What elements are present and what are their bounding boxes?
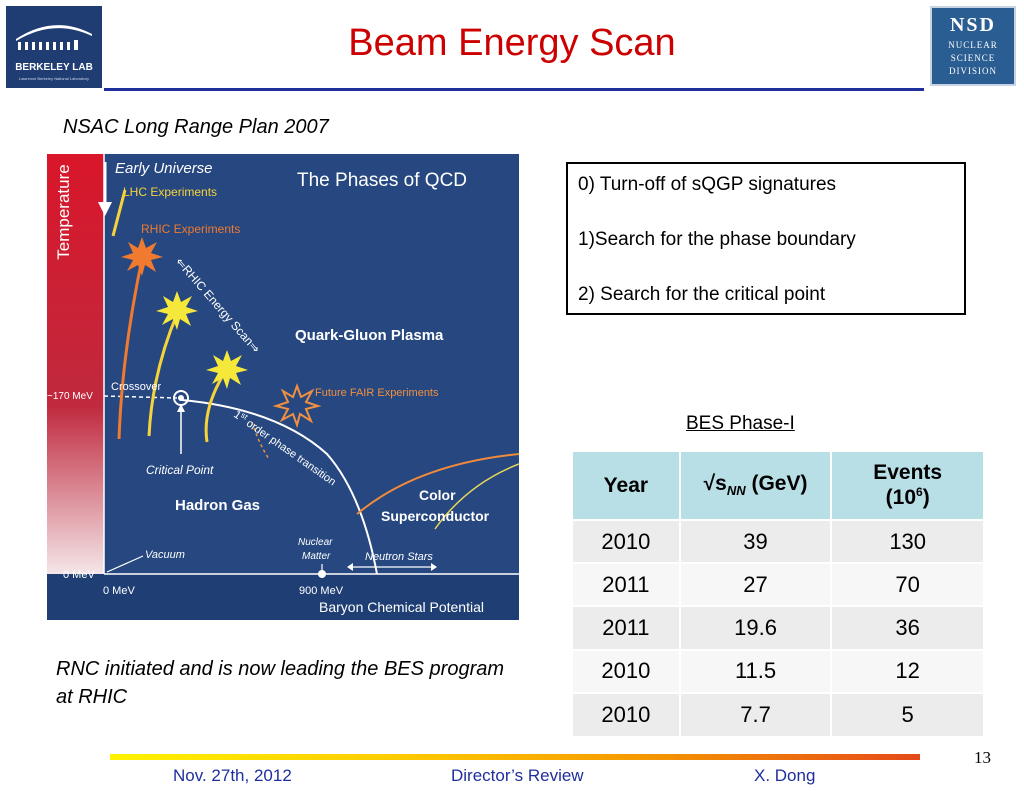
label-vacuum: Vacuum bbox=[145, 549, 185, 561]
cell-year: 2010 bbox=[573, 648, 681, 693]
critical-point-dot bbox=[178, 395, 184, 401]
nsd-logo: NSD NUCLEAR SCIENCE DIVISION bbox=[930, 6, 1016, 86]
label-hadron-gas: Hadron Gas bbox=[175, 497, 260, 514]
phase-boundary-line bbox=[181, 399, 378, 575]
cell-events: 5 bbox=[831, 691, 985, 736]
berkeley-lab-logo: BERKELEY LAB Lawrence Berkeley National … bbox=[6, 6, 102, 88]
title-rule bbox=[104, 88, 924, 91]
rhic-starburst-icon bbox=[121, 237, 163, 276]
label-900mev: 900 MeV bbox=[299, 585, 344, 597]
label-170mev: ~170 MeV bbox=[47, 391, 93, 402]
scan-arrow-1 bbox=[147, 313, 179, 437]
label-fair: Future FAIR Experiments bbox=[315, 387, 439, 399]
scan-starburst-icon-2 bbox=[206, 350, 248, 389]
vacuum-pointer bbox=[106, 555, 144, 573]
cell-year: 2010 bbox=[573, 518, 681, 564]
table-row: 2011 19.6 36 bbox=[573, 605, 985, 650]
scan-starburst-icon-1 bbox=[156, 291, 198, 330]
label-lhc: LHC Experiments bbox=[123, 185, 217, 199]
x-axis-label: Baryon Chemical Potential bbox=[319, 599, 484, 615]
goals-box: 0) Turn-off of sQGP signatures 1)Search … bbox=[566, 162, 966, 315]
goal-item: 1)Search for the phase boundary bbox=[578, 229, 856, 250]
cell-energy: 7.7 bbox=[679, 691, 833, 736]
label-crossover: Crossover bbox=[111, 381, 161, 393]
bes-table: Year √sNN (GeV) Events (106) 2010 39 130 … bbox=[573, 452, 985, 736]
berkeley-lab-name: BERKELEY LAB bbox=[15, 62, 93, 73]
table-row: 2011 27 70 bbox=[573, 562, 985, 607]
cell-energy: 11.5 bbox=[679, 648, 833, 693]
label-nuclear: Nuclear bbox=[298, 537, 333, 548]
nsd-line-1: NUCLEAR bbox=[948, 40, 998, 50]
cell-year: 2011 bbox=[573, 562, 681, 607]
early-universe-arrowhead bbox=[98, 202, 112, 216]
cell-events: 130 bbox=[831, 518, 985, 564]
cell-energy: 19.6 bbox=[679, 605, 833, 650]
footer-event: Director’s Review bbox=[451, 766, 584, 785]
table-header-row: Year √sNN (GeV) Events (106) bbox=[573, 452, 985, 520]
label-critical-point: Critical Point bbox=[146, 463, 214, 477]
superconductor-boundary bbox=[356, 453, 519, 515]
bes-phase-label: BES Phase-I bbox=[686, 413, 795, 434]
first-order-pointer bbox=[251, 421, 270, 460]
label-color: Color bbox=[419, 487, 456, 503]
label-matter: Matter bbox=[302, 551, 331, 562]
x-axis-band bbox=[47, 574, 519, 620]
figure-source: NSAC Long Range Plan 2007 bbox=[63, 116, 329, 138]
footer-gradient-bar bbox=[110, 754, 920, 760]
label-early-universe: Early Universe bbox=[115, 160, 213, 177]
label-0mev-y: 0 MeV bbox=[63, 569, 95, 581]
nsd-line-2: SCIENCE bbox=[950, 53, 996, 63]
page-number: 13 bbox=[974, 748, 991, 767]
label-neutron-stars: Neutron Stars bbox=[365, 551, 433, 563]
diagram-title: The Phases of QCD bbox=[297, 170, 467, 191]
rhic-arrow bbox=[117, 258, 144, 440]
critical-point-pointer-head bbox=[177, 404, 185, 412]
nuclear-matter-dot bbox=[318, 570, 326, 578]
cell-year: 2011 bbox=[573, 605, 681, 650]
header-events: Events (106) bbox=[831, 452, 985, 520]
cell-events: 12 bbox=[831, 648, 985, 693]
neutron-stars-right-head bbox=[431, 563, 437, 571]
diagram-background bbox=[47, 154, 519, 620]
nsd-line-3: DIVISION bbox=[949, 66, 997, 76]
table-row: 2010 7.7 5 bbox=[573, 691, 985, 736]
cell-year: 2010 bbox=[573, 691, 681, 736]
nsd-abbr: NSD bbox=[949, 14, 996, 36]
crossover-line bbox=[103, 395, 178, 399]
berkeley-lab-subtitle: Lawrence Berkeley National Laboratory bbox=[18, 76, 90, 81]
label-qgp: Quark-Gluon Plasma bbox=[295, 327, 444, 344]
lhc-arrow bbox=[111, 189, 127, 237]
berkeley-lab-logo-mark bbox=[16, 25, 92, 50]
label-superconductor: Superconductor bbox=[381, 508, 490, 524]
cell-energy: 39 bbox=[679, 518, 833, 564]
label-rhic: RHIC Experiments bbox=[141, 222, 240, 236]
goal-item: 2) Search for the critical point bbox=[578, 284, 826, 305]
footer-author: X. Dong bbox=[754, 766, 816, 785]
table-row: 2010 39 130 bbox=[573, 518, 985, 564]
footer-date: Nov. 27th, 2012 bbox=[173, 766, 292, 785]
table-row: 2010 11.5 12 bbox=[573, 648, 985, 693]
goal-item: 0) Turn-off of sQGP signatures bbox=[578, 174, 837, 195]
cell-events: 36 bbox=[831, 605, 985, 650]
superconductor-boundary-2 bbox=[434, 463, 519, 530]
cell-events: 70 bbox=[831, 562, 985, 607]
temperature-bar bbox=[47, 154, 104, 574]
qcd-phase-diagram: Temperature Early Universe LHC Experimen… bbox=[47, 154, 519, 620]
fair-starburst-icon bbox=[272, 383, 322, 429]
cell-energy: 27 bbox=[679, 562, 833, 607]
rnc-note: RNC initiated and is now leading the BES… bbox=[56, 658, 505, 708]
header-energy: √sNN (GeV) bbox=[679, 452, 833, 520]
label-0mev-x: 0 MeV bbox=[103, 585, 135, 597]
slide-title: Beam Energy Scan bbox=[348, 22, 676, 64]
y-axis-label: Temperature bbox=[54, 164, 73, 259]
header-year: Year bbox=[573, 452, 681, 520]
neutron-stars-left-head bbox=[347, 563, 353, 571]
